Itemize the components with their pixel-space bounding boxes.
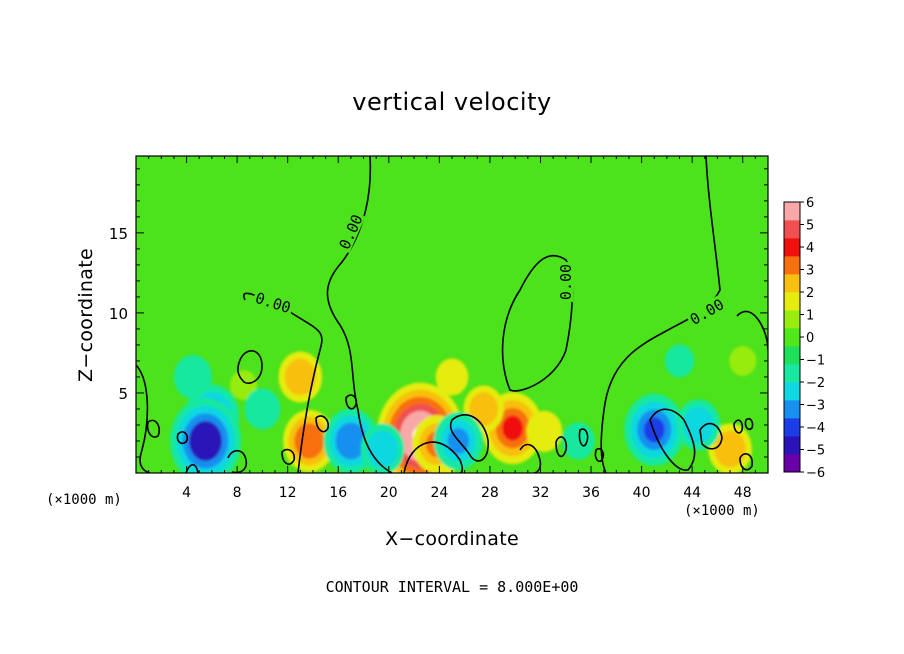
field-cell — [688, 413, 709, 437]
colorbar-tick-label: 4 — [806, 241, 814, 256]
y-axis: 5 10 15 — [109, 168, 768, 458]
colorbar-tick-label: −5 — [806, 444, 825, 459]
field-cell — [720, 437, 740, 461]
field-cell — [300, 430, 319, 452]
x-tick-label: 36 — [582, 485, 600, 501]
colorbar-swatch — [784, 454, 800, 473]
x-tick-label: 44 — [683, 485, 701, 501]
colorbar-swatch — [784, 346, 800, 365]
colorbar-swatch — [784, 292, 800, 311]
contour-line — [501, 254, 574, 392]
field-cell — [568, 429, 589, 453]
contour-line — [345, 394, 358, 410]
field-cell — [290, 365, 311, 389]
field-cell — [670, 350, 689, 372]
y-tick-label: 5 — [118, 385, 128, 403]
contour-line — [649, 408, 696, 471]
colorbar-tick-label: 5 — [806, 219, 814, 234]
field-cell — [372, 437, 393, 461]
x-tick-label: 16 — [329, 485, 347, 501]
contour-line — [600, 156, 721, 473]
colorbar-tick-label: 1 — [806, 309, 814, 324]
x-tick-label: 24 — [430, 485, 448, 501]
colorbar-swatch — [784, 220, 800, 239]
contour-line — [594, 447, 605, 463]
colorbar-swatch — [784, 400, 800, 419]
contour-line — [699, 422, 723, 450]
contour-label: 0.00 — [557, 264, 575, 300]
colorbar-tick-label: −1 — [806, 354, 825, 369]
x-tick-label: 20 — [380, 485, 398, 501]
contour-line — [315, 415, 330, 433]
contour-line — [733, 419, 744, 434]
contour-line — [744, 417, 754, 431]
colorbar-tick-label: −2 — [806, 376, 825, 391]
x-unit-label-left: (×1000 m) — [46, 492, 122, 508]
field-cell — [229, 369, 257, 400]
contour-line — [739, 453, 754, 471]
colorbar-swatch — [784, 310, 800, 329]
field-cell — [474, 398, 493, 420]
chart-title: vertical velocity — [352, 88, 552, 116]
zero-contours — [136, 156, 768, 473]
x-tick-label: 32 — [532, 485, 550, 501]
colorbar-swatch — [784, 328, 800, 347]
x-axis-label: X−coordinate — [385, 528, 519, 550]
colorbar-tick-label: 3 — [806, 264, 814, 279]
contour-line — [555, 436, 568, 458]
field-cell — [502, 415, 524, 441]
colorbar-tick-label: 2 — [806, 286, 814, 301]
x-tick-label: 48 — [734, 485, 752, 501]
contour-line — [176, 431, 189, 445]
colorbar-tick-label: −6 — [806, 466, 825, 481]
x-tick-label: 4 — [182, 485, 191, 501]
colorbar: 6 5 4 3 2 1 0 −1 −2 −3 −4 −5 −6 — [783, 196, 825, 481]
contour-line — [237, 350, 263, 384]
x-unit-label-right: (×1000 m) — [684, 503, 760, 519]
x-tick-label: 8 — [233, 485, 242, 501]
colorbar-swatch — [784, 202, 800, 221]
x-tick-label: 40 — [633, 485, 651, 501]
contour-line — [227, 449, 248, 473]
colorbar-swatch — [784, 382, 800, 401]
x-axis: 4 8 12 16 20 24 28 32 36 40 44 48 — [148, 156, 756, 501]
contour-line — [281, 448, 296, 465]
contour-line — [449, 414, 489, 462]
field-cell — [251, 396, 274, 422]
contour-line — [136, 364, 151, 473]
contour-interval-note: CONTOUR INTERVAL = 8.000E+00 — [325, 578, 579, 596]
colorbar-swatch — [784, 256, 800, 275]
x-tick-label: 28 — [481, 485, 499, 501]
contour-line — [519, 443, 542, 473]
y-tick-label: 15 — [109, 225, 128, 243]
field-cell — [442, 365, 462, 389]
field-cell — [533, 418, 556, 445]
colorbar-swatch — [784, 436, 800, 455]
field-cell — [195, 428, 216, 454]
y-axis-label: Z−coordinate — [75, 248, 97, 382]
colorbar-tick-label: 0 — [806, 331, 814, 346]
colorbar-swatch — [784, 364, 800, 383]
field-cell — [729, 345, 757, 376]
colorbar-swatch — [784, 274, 800, 293]
colorbar-tick-label: 6 — [806, 196, 814, 211]
contour-line — [146, 419, 161, 438]
colorbar-tick-label: −4 — [806, 421, 825, 436]
contour-line — [578, 428, 589, 447]
y-tick-label: 10 — [109, 305, 128, 323]
field-cell — [341, 429, 361, 453]
contour-line — [403, 441, 464, 473]
colorbar-tick-label: −3 — [806, 399, 825, 414]
field-cell — [643, 417, 665, 443]
colorbar-swatch — [784, 238, 800, 257]
x-tick-label: 12 — [279, 485, 297, 501]
colorbar-swatch — [784, 418, 800, 437]
field-cell — [181, 363, 205, 391]
